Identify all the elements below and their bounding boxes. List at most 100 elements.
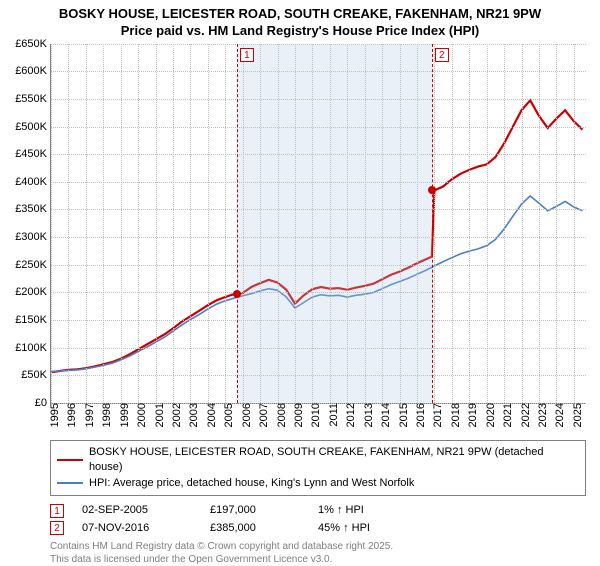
- gridline-v: [452, 44, 453, 403]
- footer-line2: This data is licensed under the Open Gov…: [50, 554, 332, 565]
- gridline-v: [156, 44, 157, 403]
- x-axis-label: 2013: [361, 403, 375, 427]
- y-axis-label: £400K: [15, 176, 51, 188]
- gridline-h: [51, 292, 586, 293]
- legend-label-price-paid: BOSKY HOUSE, LEICESTER ROAD, SOUTH CREAK…: [89, 445, 579, 476]
- x-axis-label: 1997: [82, 403, 96, 427]
- x-axis-label: 1996: [64, 403, 78, 427]
- x-axis-label: 1999: [117, 403, 131, 427]
- gridline-h: [51, 44, 586, 45]
- gridline-v: [225, 44, 226, 403]
- x-axis-label: 2023: [535, 403, 549, 427]
- y-axis-label: £250K: [15, 259, 51, 271]
- sales-marker-2: 2: [50, 521, 64, 535]
- gridline-v: [539, 44, 540, 403]
- x-axis-label: 2008: [274, 403, 288, 427]
- gridline-v: [68, 44, 69, 403]
- x-axis-label: 2001: [152, 403, 166, 427]
- gridline-v: [278, 44, 279, 403]
- gridline-v: [312, 44, 313, 403]
- sale-marker-line: [237, 44, 238, 403]
- x-axis-label: 2012: [343, 403, 357, 427]
- sales-price-1: £197,000: [210, 502, 300, 520]
- sales-row-2: 2 07-NOV-2016 £385,000 45% ↑ HPI: [50, 520, 586, 538]
- legend-swatch-hpi: [57, 482, 83, 484]
- gridline-v: [382, 44, 383, 403]
- x-axis-label: 2000: [134, 403, 148, 427]
- y-axis-label: £50K: [21, 369, 51, 381]
- gridline-v: [504, 44, 505, 403]
- sale-marker-line: [432, 44, 433, 403]
- sale-marker-dot: [233, 290, 241, 298]
- gridline-v: [173, 44, 174, 403]
- sales-marker-1: 1: [50, 504, 64, 518]
- gridline-v: [121, 44, 122, 403]
- y-axis-label: £450K: [15, 148, 51, 160]
- y-axis-label: £550K: [15, 93, 51, 105]
- sales-change-2: 45% ↑ HPI: [318, 520, 428, 538]
- legend-row-hpi: HPI: Average price, detached house, King…: [57, 476, 579, 491]
- x-axis-label: 2004: [204, 403, 218, 427]
- gridline-v: [347, 44, 348, 403]
- x-axis-label: 2021: [500, 403, 514, 427]
- sale-marker-box: 2: [435, 48, 449, 62]
- gridline-v: [138, 44, 139, 403]
- sales-date-2: 07-NOV-2016: [82, 520, 192, 538]
- x-axis-label: 1995: [47, 403, 61, 427]
- gridline-v: [487, 44, 488, 403]
- gridline-h: [51, 182, 586, 183]
- footer-line1: Contains HM Land Registry data © Crown c…: [50, 541, 393, 552]
- legend: BOSKY HOUSE, LEICESTER ROAD, SOUTH CREAK…: [50, 440, 586, 496]
- title-line1: BOSKY HOUSE, LEICESTER ROAD, SOUTH CREAK…: [59, 6, 541, 21]
- y-axis-label: £650K: [15, 38, 51, 50]
- y-axis-label: £150K: [15, 314, 51, 326]
- sales-row-1: 1 02-SEP-2005 £197,000 1% ↑ HPI: [50, 502, 586, 520]
- gridline-v: [365, 44, 366, 403]
- gridline-h: [51, 375, 586, 376]
- gridline-v: [574, 44, 575, 403]
- gridline-h: [51, 71, 586, 72]
- gridline-v: [330, 44, 331, 403]
- gridline-v: [103, 44, 104, 403]
- footer: Contains HM Land Registry data © Crown c…: [50, 541, 592, 566]
- sales-change-1: 1% ↑ HPI: [318, 502, 428, 520]
- gridline-h: [51, 348, 586, 349]
- title-line2: Price paid vs. HM Land Registry's House …: [121, 23, 480, 38]
- x-axis-label: 1998: [99, 403, 113, 427]
- gridline-v: [400, 44, 401, 403]
- gridline-v: [469, 44, 470, 403]
- sales-table: 1 02-SEP-2005 £197,000 1% ↑ HPI 2 07-NOV…: [50, 502, 586, 537]
- gridline-v: [260, 44, 261, 403]
- x-axis-label: 2011: [326, 403, 340, 427]
- x-axis-label: 2017: [430, 403, 444, 427]
- x-axis-label: 2010: [308, 403, 322, 427]
- x-axis-label: 2015: [396, 403, 410, 427]
- legend-label-hpi: HPI: Average price, detached house, King…: [89, 476, 414, 491]
- gridline-v: [417, 44, 418, 403]
- gridline-h: [51, 99, 586, 100]
- x-axis-label: 2003: [186, 403, 200, 427]
- gridline-v: [556, 44, 557, 403]
- x-axis-label: 2022: [518, 403, 532, 427]
- x-axis-label: 2018: [448, 403, 462, 427]
- x-axis-label: 2024: [552, 403, 566, 427]
- x-axis-label: 2019: [465, 403, 479, 427]
- legend-swatch-price-paid: [57, 459, 83, 461]
- chart-title: BOSKY HOUSE, LEICESTER ROAD, SOUTH CREAK…: [8, 6, 592, 40]
- y-axis-label: £500K: [15, 121, 51, 133]
- chart-area: £0£50K£100K£150K£200K£250K£300K£350K£400…: [50, 44, 586, 434]
- x-axis-label: 2005: [221, 403, 235, 427]
- y-axis-label: £200K: [15, 286, 51, 298]
- y-axis-label: £600K: [15, 65, 51, 77]
- x-axis-label: 2006: [239, 403, 253, 427]
- y-axis-label: £300K: [15, 231, 51, 243]
- gridline-v: [522, 44, 523, 403]
- x-axis-label: 2009: [291, 403, 305, 427]
- gridline-v: [295, 44, 296, 403]
- x-axis-label: 2002: [169, 403, 183, 427]
- y-axis-label: £100K: [15, 342, 51, 354]
- sale-marker-box: 1: [240, 48, 254, 62]
- gridline-v: [190, 44, 191, 403]
- gridline-h: [51, 127, 586, 128]
- ownership-shade: [237, 44, 432, 403]
